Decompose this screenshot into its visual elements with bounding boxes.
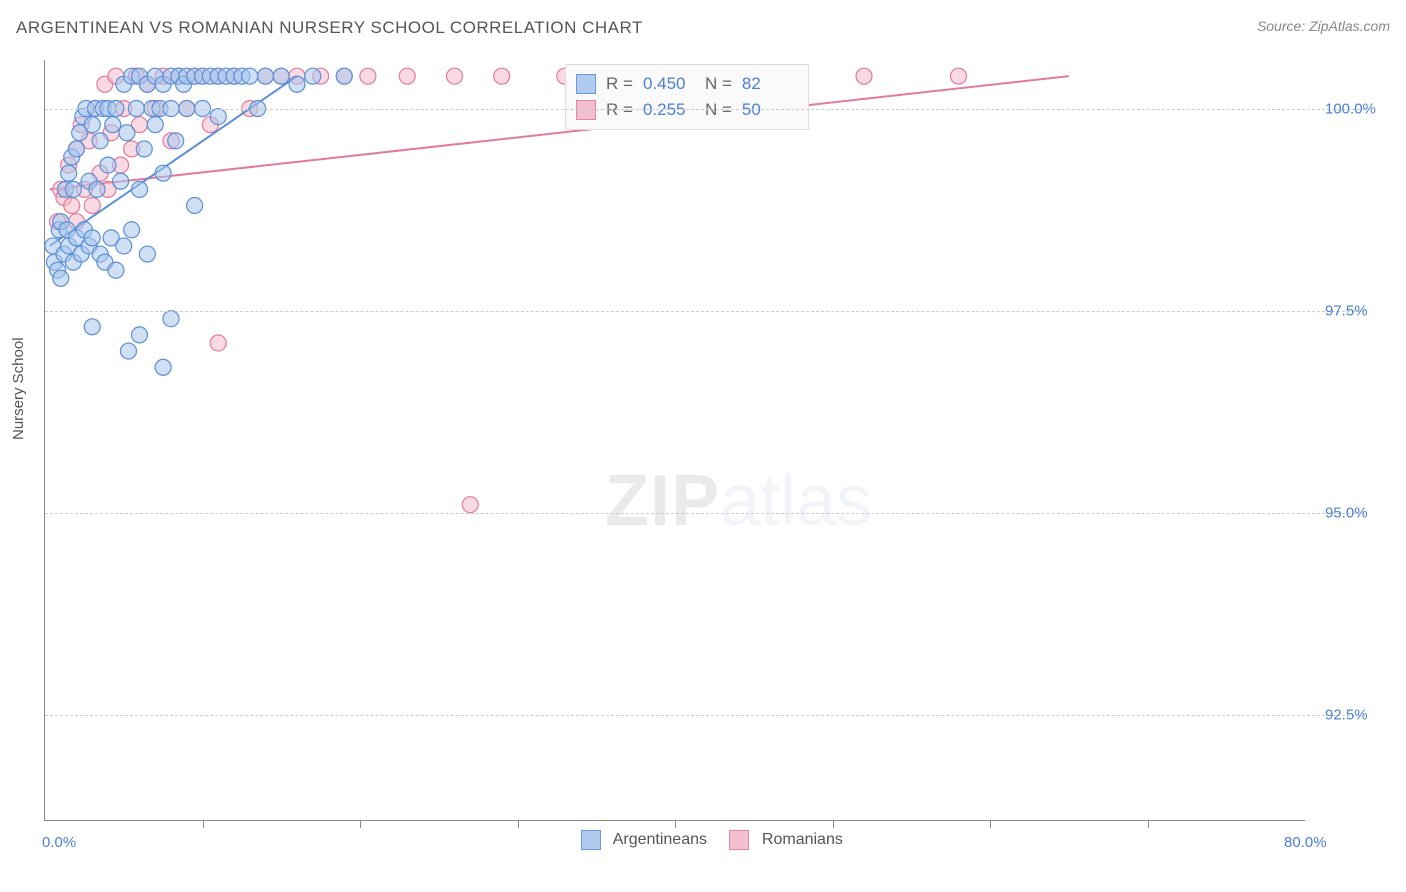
plot-container: ZIPatlas R = 0.450 N = 82 R = 0.255 N = …	[44, 60, 1304, 820]
n-label: N =	[705, 100, 732, 120]
x-tick	[833, 820, 834, 828]
plot-area: ZIPatlas R = 0.450 N = 82 R = 0.255 N = …	[44, 60, 1305, 821]
gridline	[45, 311, 1365, 312]
r-label: R =	[606, 74, 633, 94]
series-legend: Argentineans Romanians	[0, 830, 1406, 850]
gridline	[45, 715, 1365, 716]
chart-source: Source: ZipAtlas.com	[1257, 18, 1390, 34]
y-tick-label: 92.5%	[1325, 706, 1368, 723]
y-tick-label: 100.0%	[1325, 100, 1376, 117]
chart-title: ARGENTINEAN VS ROMANIAN NURSERY SCHOOL C…	[16, 18, 643, 37]
x-tick	[675, 820, 676, 828]
n-value-romanians: 50	[742, 100, 794, 120]
y-tick-label: 97.5%	[1325, 302, 1368, 319]
r-label: R =	[606, 100, 633, 120]
x-tick	[203, 820, 204, 828]
swatch-romanians	[576, 100, 596, 120]
x-tick	[990, 820, 991, 828]
legend-swatch-argentineans	[581, 830, 601, 850]
x-tick	[518, 820, 519, 828]
y-axis-title: Nursery School	[10, 337, 27, 440]
r-value-argentineans: 0.450	[643, 74, 695, 94]
x-tick	[1148, 820, 1149, 828]
legend-swatch-romanians	[729, 830, 749, 850]
chart-svg	[45, 60, 1305, 820]
legend-label-romanians: Romanians	[762, 831, 843, 848]
gridline	[45, 513, 1365, 514]
stats-row-romanians: R = 0.255 N = 50	[576, 97, 794, 123]
y-tick-label: 95.0%	[1325, 504, 1368, 521]
n-label: N =	[705, 74, 732, 94]
swatch-argentineans	[576, 74, 596, 94]
legend-label-argentineans: Argentineans	[613, 831, 707, 848]
n-value-argentineans: 82	[742, 74, 794, 94]
chart-header: ARGENTINEAN VS ROMANIAN NURSERY SCHOOL C…	[16, 18, 1390, 48]
stats-row-argentineans: R = 0.450 N = 82	[576, 71, 794, 97]
x-tick	[360, 820, 361, 828]
r-value-romanians: 0.255	[643, 100, 695, 120]
stats-legend: R = 0.450 N = 82 R = 0.255 N = 50	[565, 64, 809, 130]
gridline	[45, 109, 1365, 110]
